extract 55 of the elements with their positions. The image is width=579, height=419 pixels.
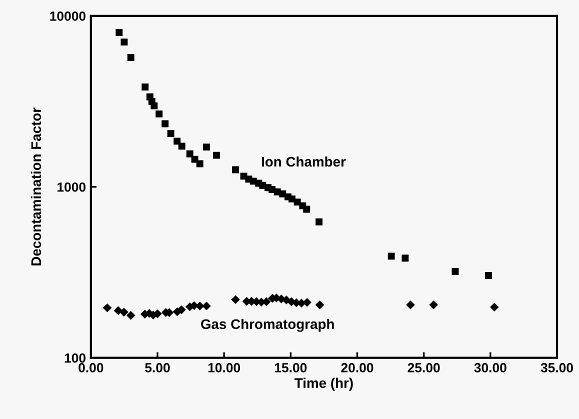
- x-tick-label: 20.00: [341, 363, 374, 372]
- x-tick-label: 5.00: [145, 363, 170, 372]
- point: [316, 300, 324, 310]
- point: [162, 120, 169, 128]
- point: [402, 254, 409, 262]
- point: [116, 29, 123, 36]
- point: [302, 298, 312, 307]
- point: [316, 218, 322, 226]
- point: [142, 84, 149, 90]
- point: [156, 110, 163, 118]
- point: [388, 252, 395, 260]
- point: [279, 190, 286, 198]
- point: [103, 304, 112, 312]
- point: [429, 300, 438, 310]
- point: [203, 144, 210, 151]
- point: [202, 302, 211, 310]
- point: [120, 38, 128, 46]
- point: [452, 268, 459, 275]
- point: [196, 160, 204, 168]
- x-tick-label: 25.00: [408, 363, 440, 372]
- x-axis-title: Time (hr): [294, 378, 353, 391]
- point: [120, 308, 128, 316]
- point: [485, 272, 492, 279]
- point: [213, 152, 220, 159]
- point: [288, 195, 296, 202]
- point: [150, 102, 158, 110]
- x-tick-label: 35.00: [540, 363, 573, 372]
- x-tick-label: 10.00: [208, 363, 240, 372]
- point: [127, 54, 134, 61]
- point: [196, 302, 204, 310]
- point: [177, 306, 186, 314]
- y-tick-label: 100: [64, 353, 86, 363]
- point: [178, 142, 186, 150]
- y-tick-label: 10000: [50, 11, 86, 21]
- point: [186, 150, 194, 158]
- point: [406, 300, 415, 310]
- y-axis-title: Decontamination Factor: [30, 108, 42, 266]
- point: [268, 186, 276, 193]
- point: [126, 311, 135, 320]
- x-tick-label: 0.00: [78, 363, 104, 372]
- point: [114, 306, 122, 315]
- point: [191, 156, 198, 163]
- x-tick-label: 15.00: [274, 363, 307, 372]
- y-tick-label: 1000: [58, 182, 86, 192]
- point: [167, 130, 174, 138]
- point: [231, 295, 240, 304]
- x-tick-label: 30.00: [474, 363, 506, 372]
- series-label: Gas Chromatograph: [201, 318, 334, 332]
- point: [303, 206, 310, 213]
- point: [174, 138, 181, 145]
- point: [259, 182, 266, 189]
- point: [490, 302, 499, 312]
- point: [294, 198, 301, 206]
- series-label: Ion Chamber: [262, 156, 346, 167]
- point: [232, 166, 239, 174]
